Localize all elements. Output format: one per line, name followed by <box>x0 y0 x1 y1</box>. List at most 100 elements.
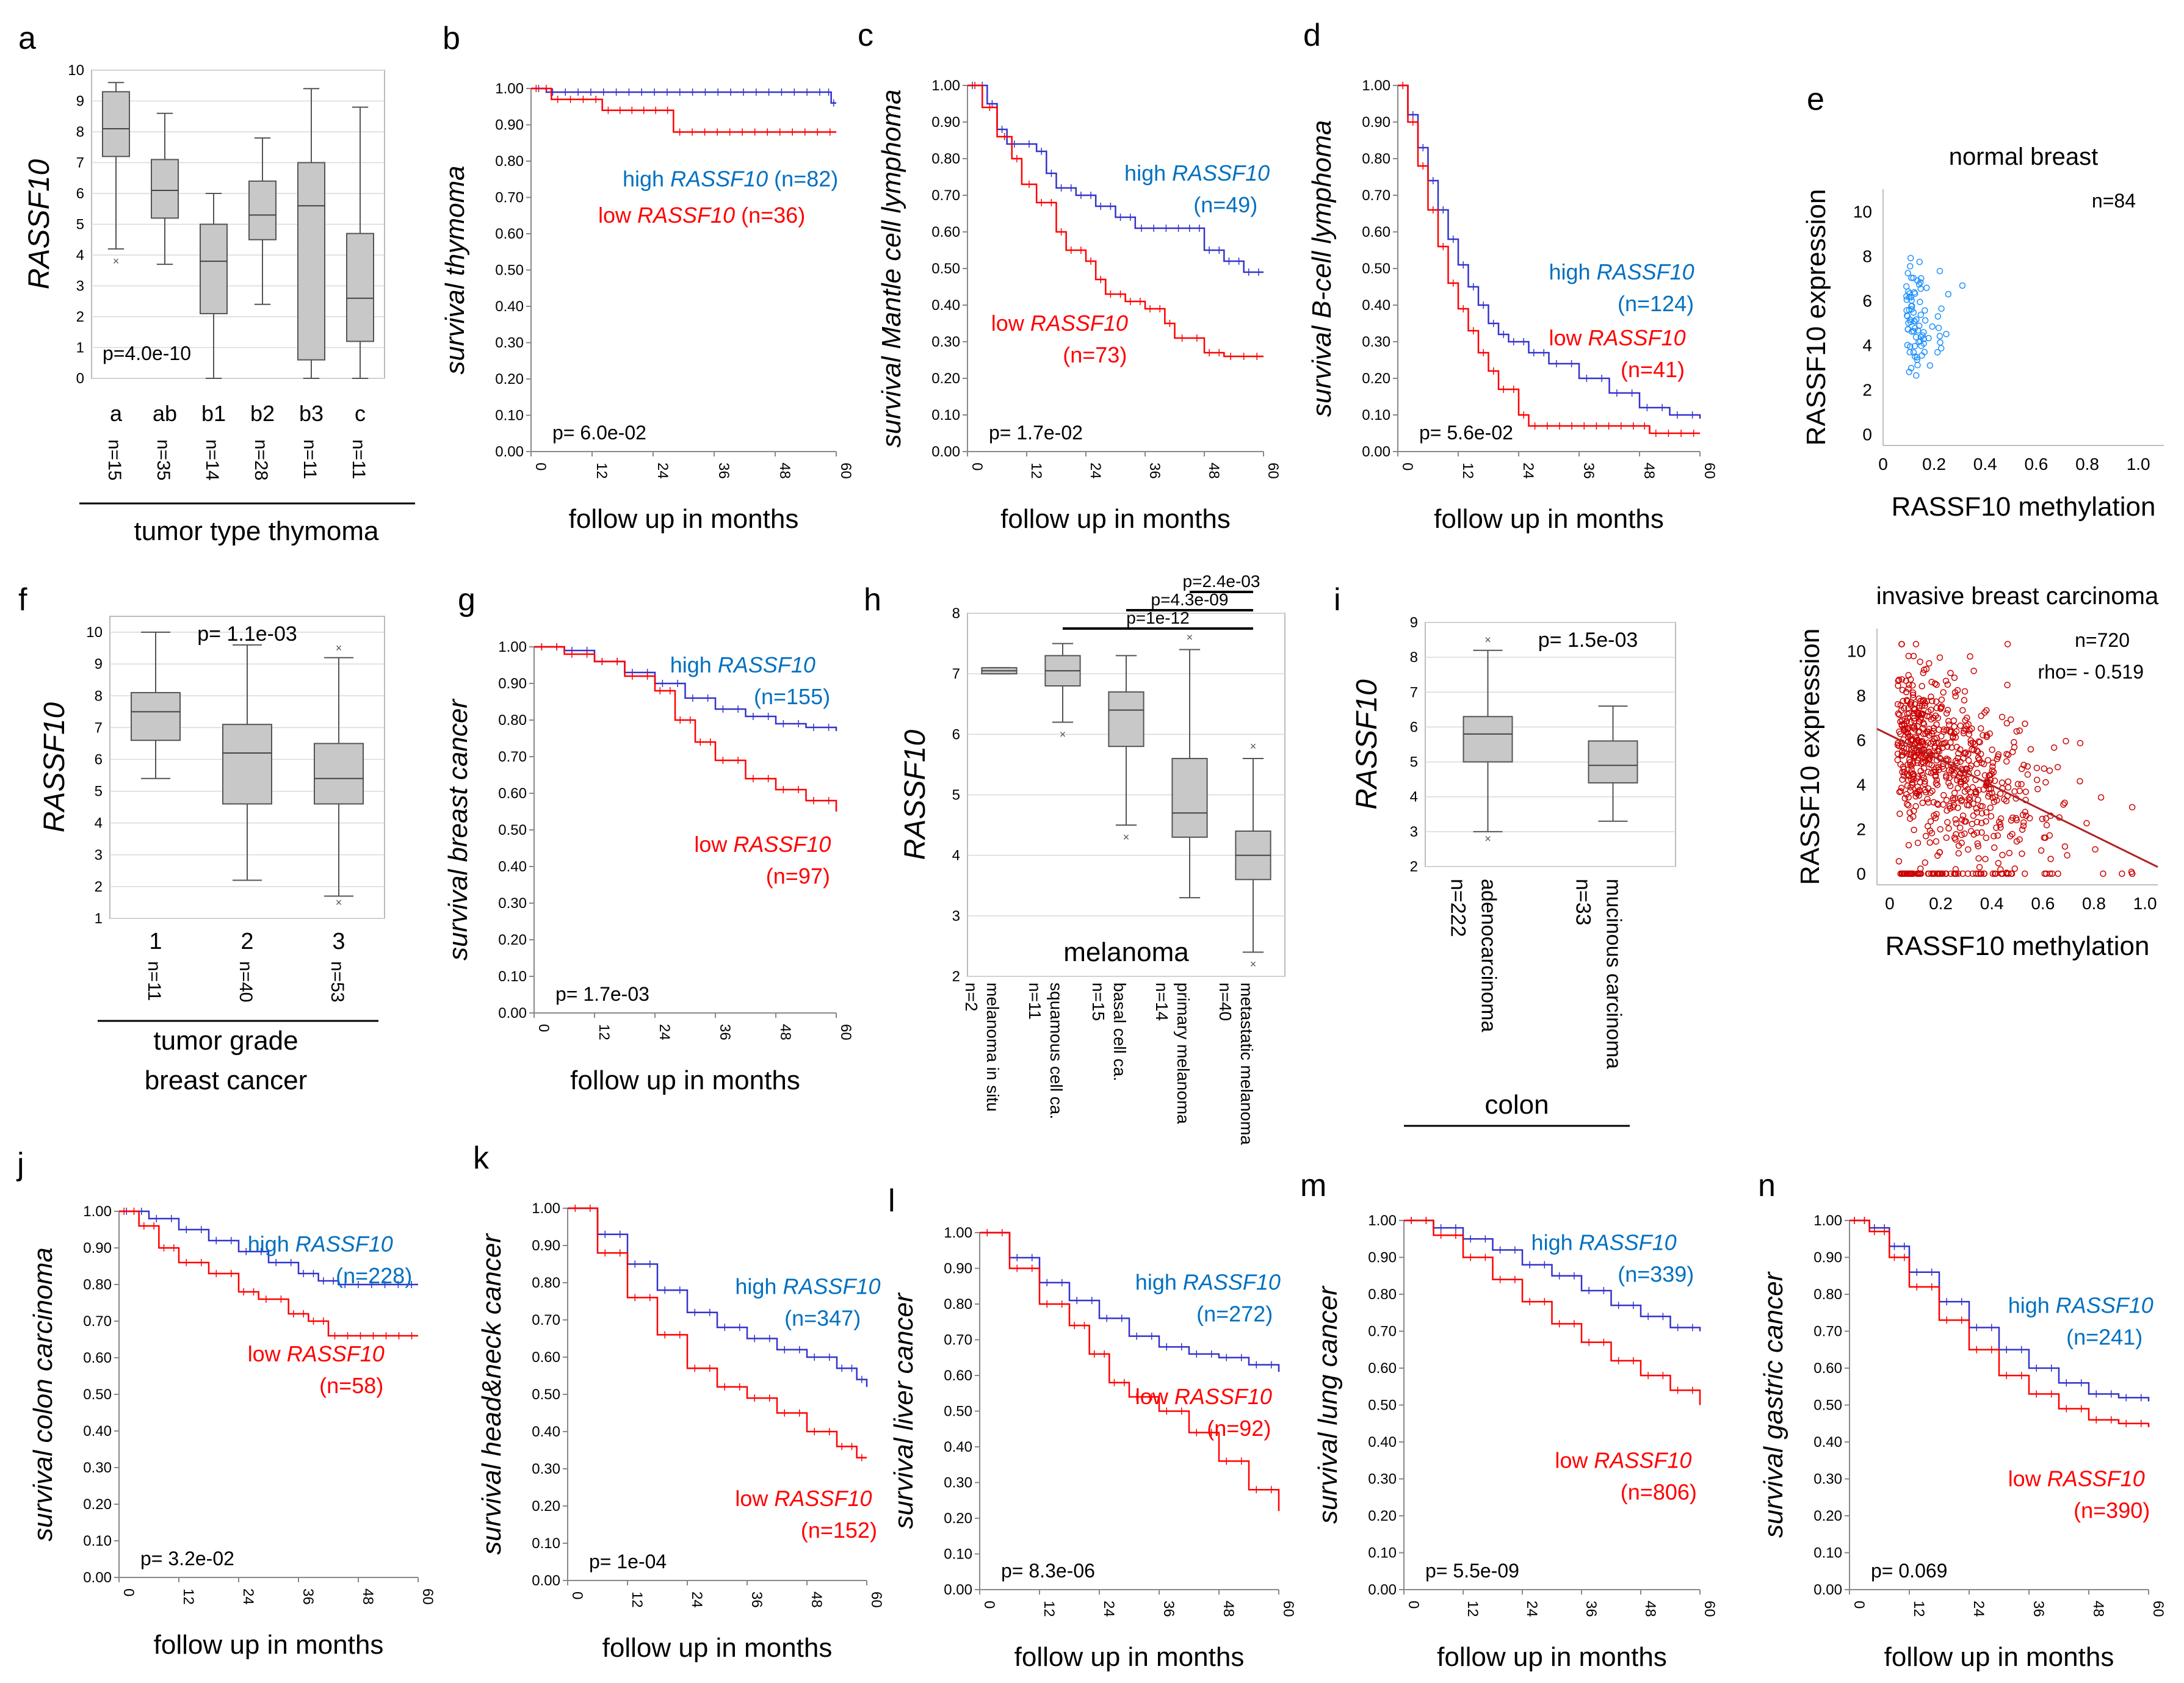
legend-high-n: (n=49) <box>1193 192 1257 217</box>
scatter-point <box>2011 738 2017 746</box>
p-value: p= 5.5e-09 <box>1425 1560 1519 1582</box>
box-outlier: × <box>1187 632 1193 644</box>
scatter-point <box>1973 805 1980 812</box>
legend-low: low RASSF10 <box>1135 1384 1272 1409</box>
scatter-point <box>1895 676 1903 683</box>
y-tick-label: 0.50 <box>1368 1397 1397 1414</box>
scatter-point <box>2003 869 2010 876</box>
scatter-point <box>1923 698 1930 705</box>
category-label: b3 <box>299 401 324 426</box>
scatter-point <box>1907 319 1914 325</box>
legend-low-n: (n=92) <box>1207 1416 1271 1441</box>
n-label: n=15 <box>104 439 125 481</box>
y-tick-label: 10 <box>1853 203 1872 222</box>
y-tick-label: 0.40 <box>1368 1434 1397 1451</box>
scatter-point <box>1954 687 1961 694</box>
scatter-point <box>1910 652 1917 660</box>
y-tick-label: 0.40 <box>931 297 960 314</box>
scatter-point <box>1940 689 1947 696</box>
legend-high-part: RASSF10 <box>1183 1270 1281 1295</box>
y-tick-label: 0.80 <box>944 1296 972 1313</box>
legend-high-n: (n=155) <box>754 684 830 709</box>
legend-high-n: (n=228) <box>336 1263 412 1288</box>
x-tick-label: 0 <box>1885 894 1895 913</box>
x-tick-label: 60 <box>868 1591 884 1608</box>
x-tick-label: 60 <box>1701 463 1718 479</box>
scatter-point <box>1905 672 1912 679</box>
scatter-point <box>1942 677 1950 685</box>
scatter-point <box>1923 284 1930 291</box>
scatter-point <box>1983 733 1991 740</box>
y-tick-label: 0.00 <box>495 444 524 460</box>
scatter-point <box>1937 704 1945 712</box>
legend-low-n: (n=73) <box>1063 342 1127 367</box>
y-axis-title: survival Mantle cell lymphoma <box>877 90 906 448</box>
scatter-point <box>1952 816 1959 823</box>
scatter-point <box>1910 309 1917 316</box>
scatter-point <box>1909 771 1916 778</box>
scatter-point <box>2020 762 2027 768</box>
category-label: a <box>110 401 123 426</box>
box-outlier: × <box>1250 740 1257 752</box>
y-tick-label: 1.00 <box>1813 1213 1842 1229</box>
scatter-point <box>1928 716 1935 723</box>
scatter-point <box>1936 654 1944 661</box>
scatter-point <box>1895 682 1901 689</box>
scatter-point <box>2003 720 2011 727</box>
scatter-point <box>1961 750 1968 757</box>
scatter-point <box>1922 699 1928 707</box>
n-label: n=2 <box>962 982 981 1012</box>
y-tick-label: 2 <box>1856 820 1866 839</box>
y-tick-label: 8 <box>76 124 84 140</box>
scatter-point <box>2042 779 2049 786</box>
scatter-point <box>1908 328 1915 335</box>
y-tick-label: 0.40 <box>83 1423 112 1440</box>
x-tick-label: 12 <box>1041 1601 1057 1617</box>
scatter-point <box>1923 666 1930 672</box>
y-tick-label: 0.00 <box>532 1573 560 1589</box>
scatter-point <box>1944 807 1950 814</box>
scatter-point <box>2128 870 2136 877</box>
scatter-point <box>1945 718 1952 725</box>
y-tick-label: 0 <box>76 370 84 387</box>
x-tick-label: 60 <box>1280 1601 1296 1617</box>
x-tick-label: 48 <box>360 1588 376 1605</box>
scatter-point <box>1918 683 1925 690</box>
scatter-point <box>2077 740 2084 747</box>
y-tick-label: 0.10 <box>1368 1545 1397 1562</box>
panel-label: d <box>1303 18 1321 53</box>
scatter-point <box>1928 769 1935 777</box>
panel-label: i <box>1334 582 1341 618</box>
scatter-point <box>1981 870 1988 877</box>
legend-high-n: (n=241) <box>2066 1324 2142 1349</box>
x-tick-label: 0.8 <box>2082 894 2106 913</box>
x-tick-label: 48 <box>1206 463 1222 479</box>
scatter-point <box>1968 762 1975 769</box>
x-tick-label: 36 <box>1580 463 1597 479</box>
x-tick-label: 1.0 <box>2127 455 2150 474</box>
scatter-point <box>1911 318 1918 325</box>
x-tick-label: 12 <box>596 1024 612 1040</box>
y-tick-label: 10 <box>86 624 103 641</box>
y-tick-label: 7 <box>76 155 84 171</box>
scatter-point <box>1937 870 1944 877</box>
x-axis-title: follow up in months <box>1437 1642 1667 1672</box>
y-tick-label: 2 <box>1862 381 1872 400</box>
scatter-point <box>1958 840 1965 846</box>
legend-high: high RASSF10 <box>2008 1292 2153 1317</box>
scatter-point <box>1937 826 1944 833</box>
scatter-point <box>1933 764 1940 771</box>
scatter-point <box>1905 802 1912 809</box>
scatter-point <box>1943 727 1950 733</box>
scatter-point <box>1956 773 1963 780</box>
scatter-point <box>1983 809 1990 816</box>
x-tick-label: 60 <box>1701 1601 1718 1617</box>
p-value: p= 3.2e-02 <box>140 1548 234 1569</box>
category-label: mucinous carcinoma <box>1602 879 1625 1069</box>
y-tick-label: 2 <box>952 968 960 985</box>
x-axis-title: RASSF10 methylation <box>1886 931 2150 961</box>
legend-low-part: low <box>2008 1466 2047 1491</box>
x-tick-label: 24 <box>240 1588 256 1605</box>
scatter-point <box>1935 801 1942 809</box>
scatter-point <box>1945 756 1952 763</box>
